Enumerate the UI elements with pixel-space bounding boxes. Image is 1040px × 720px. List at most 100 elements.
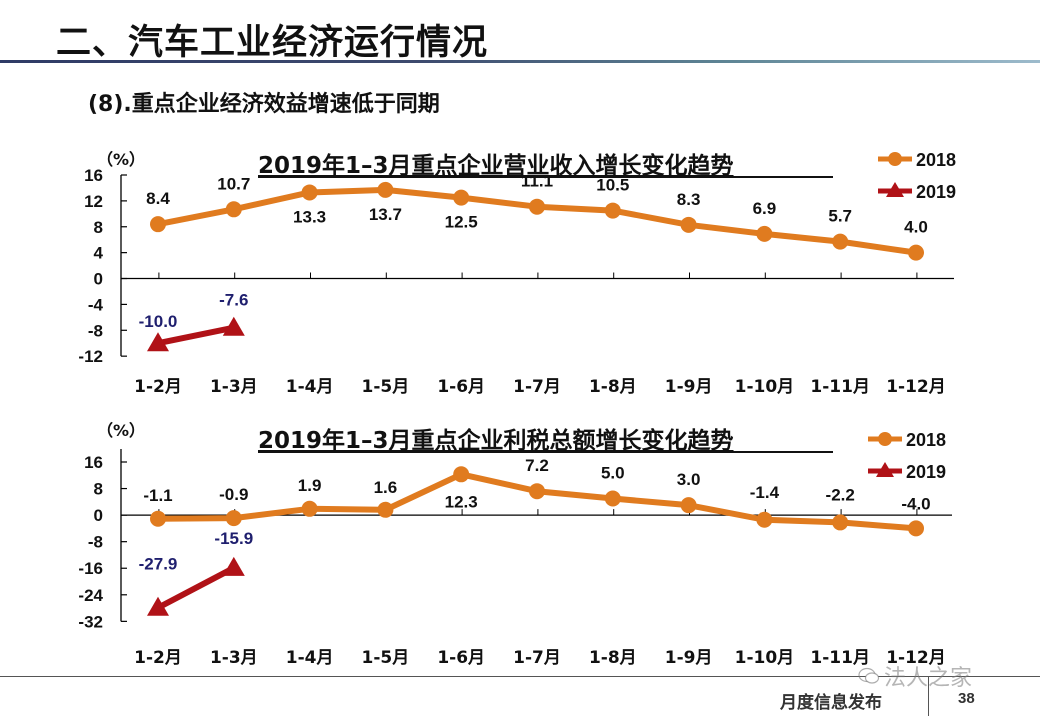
- x-category-label: 1-11月: [810, 377, 870, 397]
- x-category-label: 1-9月: [665, 648, 713, 668]
- data-point-2018: [680, 216, 697, 233]
- data-label-2018: 13.7: [369, 205, 402, 224]
- series-2019-line: [157, 324, 235, 347]
- data-label-2018: 13.3: [293, 207, 326, 226]
- data-label-2019: -27.9: [139, 555, 178, 574]
- y-axis-unit: （%）: [97, 150, 145, 169]
- x-category-label: 1-10月: [735, 648, 795, 668]
- data-label-2018: -1.1: [143, 486, 172, 505]
- y-tick-label: -8: [88, 321, 103, 340]
- legend-triangle-icon: [876, 462, 894, 477]
- data-point-2018: [377, 501, 394, 518]
- data-point-2018: [377, 181, 394, 198]
- x-category-label: 1-4月: [286, 648, 334, 668]
- y-tick-label: -32: [78, 612, 103, 631]
- data-label-2019: -7.6: [219, 291, 248, 310]
- legend-label-2018: 2018: [916, 150, 956, 170]
- x-category-label: 1-12月: [886, 377, 946, 397]
- y-tick-label: -8: [88, 533, 103, 552]
- footer-vertical-divider: [928, 676, 929, 716]
- data-point-2018: [529, 483, 545, 500]
- chart-legend: 2018 2019: [878, 150, 956, 202]
- series-2018-line: [157, 471, 917, 532]
- revenue-growth-chart: 2019年1–3月重点企业营业收入增长变化趋势 （%）16 12 8 4 0 -4 -8 -12…: [78, 150, 956, 397]
- data-point-2019: [147, 596, 169, 616]
- y-tick-label: -4: [88, 295, 104, 314]
- x-category-label: 1-10月: [735, 377, 795, 397]
- data-point-2018: [301, 184, 318, 201]
- legend-triangle-icon: [886, 182, 904, 197]
- footer-publication-label: 月度信息发布: [780, 693, 882, 713]
- data-point-2018: [908, 244, 924, 261]
- x-category-label: 1-6月: [437, 377, 485, 397]
- x-category-label: 1-5月: [362, 648, 410, 668]
- legend-label-2019: 2019: [916, 182, 956, 202]
- data-label-2018: 8.3: [677, 190, 701, 209]
- data-point-2018: [756, 511, 773, 528]
- chart-legend: 2018 2019: [868, 430, 946, 482]
- data-point-2018: [832, 233, 849, 250]
- data-label-2018: 1.6: [374, 478, 398, 497]
- x-category-label: 1-3月: [210, 648, 258, 668]
- legend-circle-icon: [888, 152, 902, 166]
- series-2019-line: [156, 565, 236, 611]
- data-point-2018: [150, 216, 166, 233]
- y-tick-label: 8: [94, 480, 103, 499]
- data-label-2018: 11.1: [521, 172, 553, 191]
- slide-title: 二、汽车工业经济运行情况: [56, 23, 489, 63]
- data-label-2018: -0.9: [219, 485, 248, 504]
- y-tick-label: -12: [78, 347, 103, 366]
- x-category-label: 1-6月: [437, 648, 485, 668]
- data-label-2018: 5.7: [828, 207, 852, 226]
- data-label-2018: 3.0: [677, 470, 701, 489]
- data-label-2018: 7.2: [525, 456, 549, 475]
- y-tick-label: 16: [84, 453, 103, 472]
- chart-title: 2019年1–3月重点企业利税总额增长变化趋势: [258, 427, 734, 454]
- watermark: 法人之家: [858, 660, 972, 692]
- data-label-2018: -2.2: [826, 485, 855, 504]
- legend-label-2019: 2019: [906, 462, 946, 482]
- wechat-icon: [858, 667, 880, 684]
- data-label-2018: 1.9: [298, 476, 322, 495]
- x-category-label: 1-8月: [589, 377, 637, 397]
- data-point-2018: [225, 510, 242, 527]
- y-tick-label: 12: [84, 192, 103, 211]
- data-point-2018: [301, 500, 318, 517]
- data-label-2018: 4.0: [904, 218, 928, 237]
- y-tick-label: 4: [94, 244, 104, 263]
- data-label-2018: 12.3: [445, 492, 478, 511]
- data-label-2018: 8.4: [146, 189, 170, 208]
- data-point-2018: [680, 497, 697, 514]
- data-label-2018: 10.7: [217, 174, 250, 193]
- x-category-label: 1-7月: [513, 648, 561, 668]
- footer-divider: [0, 676, 1040, 677]
- data-label-2018: 12.5: [445, 213, 478, 232]
- data-point-2018: [150, 510, 166, 527]
- data-point-2018: [604, 490, 621, 507]
- data-point-2018: [225, 201, 242, 218]
- data-point-2018: [529, 198, 545, 215]
- y-tick-label: -16: [78, 559, 103, 578]
- x-category-label: 1-2月: [134, 377, 182, 397]
- x-category-label: 1-12月: [886, 648, 946, 668]
- legend-circle-icon: [878, 432, 892, 446]
- x-category-label: 1-5月: [362, 377, 410, 397]
- profit-tax-growth-chart: 2019年1–3月重点企业利税总额增长变化趋势 （%） 16 8 0 -8 -16 -24 -3…: [78, 421, 952, 668]
- x-category-label: 1-2月: [134, 648, 182, 668]
- y-tick-label: 0: [94, 506, 103, 525]
- data-point-2019: [147, 332, 169, 352]
- y-tick-label: 0: [94, 270, 103, 289]
- data-point-2018: [453, 189, 470, 206]
- data-label-2018: -1.4: [750, 483, 780, 502]
- y-axis-unit: （%）: [97, 421, 145, 440]
- y-tick-label: 16: [84, 166, 103, 185]
- data-point-2019: [222, 556, 245, 576]
- data-label-2018: 5.0: [601, 464, 625, 483]
- chart-title: 2019年1–3月重点企业营业收入增长变化趋势: [258, 152, 734, 179]
- data-point-2018: [604, 202, 621, 219]
- data-label-2019: -15.9: [214, 529, 253, 548]
- data-point-2019: [222, 316, 245, 336]
- data-label-2018: 6.9: [753, 199, 777, 218]
- data-point-2018: [453, 466, 470, 483]
- data-label-2018: -4.0: [901, 494, 930, 513]
